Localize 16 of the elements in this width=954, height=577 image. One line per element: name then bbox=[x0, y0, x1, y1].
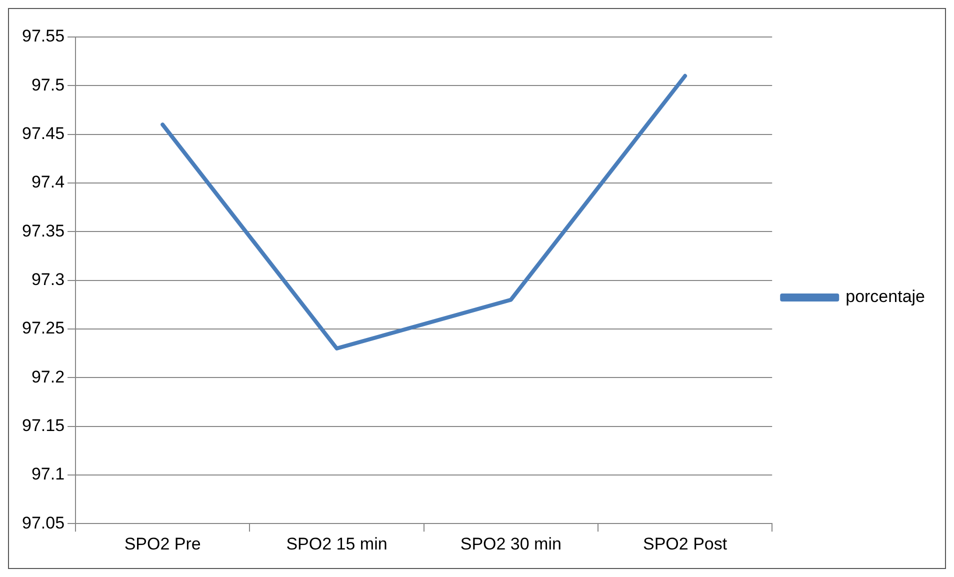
x-tick-label: SPO2 Post bbox=[642, 534, 728, 554]
y-tick-label: 97.4 bbox=[31, 172, 65, 192]
x-tick-label: SPO2 15 min bbox=[286, 534, 388, 554]
x-tick-label: SPO2 Pre bbox=[124, 534, 201, 554]
y-tick-label: 97.1 bbox=[31, 464, 65, 484]
y-tick-label: 97.45 bbox=[22, 124, 65, 144]
y-tick-label: 97.25 bbox=[22, 318, 65, 338]
y-tick-label: 97.3 bbox=[31, 270, 65, 289]
legend-label: porcentaje bbox=[846, 287, 925, 306]
y-tick-label: 97.35 bbox=[22, 221, 65, 240]
y-tick-label: 97.15 bbox=[22, 416, 65, 435]
y-tick-label: 97.5 bbox=[31, 75, 65, 94]
x-tick-label: SPO2 30 min bbox=[460, 534, 562, 554]
y-tick-label: 97.55 bbox=[22, 26, 65, 46]
y-tick-label: 97.05 bbox=[22, 513, 65, 532]
y-tick-label: 97.2 bbox=[31, 367, 65, 386]
